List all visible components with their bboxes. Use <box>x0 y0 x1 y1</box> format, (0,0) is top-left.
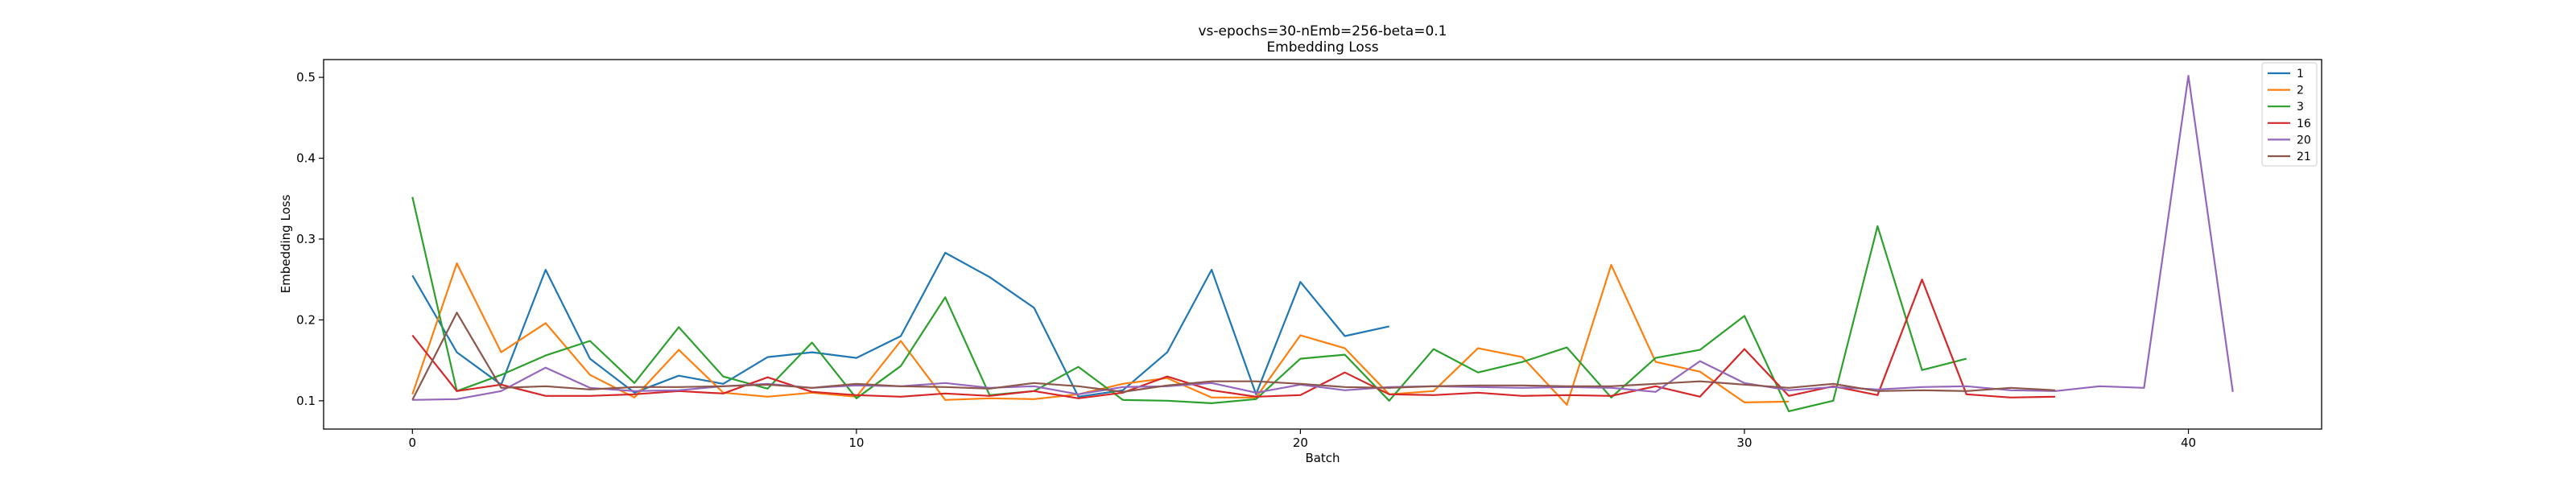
chart-subtitle: Embedding Loss <box>1266 39 1378 56</box>
chart-title: vs-epochs=30-nEmb=256-beta=0.1 <box>1199 23 1447 39</box>
legend-label: 2 <box>2297 85 2304 97</box>
legend-label: 20 <box>2297 134 2311 147</box>
legend-item-16: 16 <box>2268 118 2311 130</box>
x-axis-label: Batch <box>1305 451 1340 465</box>
axes-frame <box>323 59 2322 430</box>
legend-item-3: 3 <box>2268 101 2304 114</box>
legend-label: 1 <box>2297 68 2304 80</box>
legend-label: 16 <box>2297 118 2311 130</box>
y-axis-ticks: 0.1 0.2 0.3 0.4 0.5 <box>296 70 324 408</box>
series-group <box>411 74 2234 412</box>
y-tick-label: 0.5 <box>296 70 316 85</box>
x-tick-label: 40 <box>2181 436 2196 450</box>
legend-label: 21 <box>2297 151 2311 163</box>
y-tick-label: 0.1 <box>296 394 316 408</box>
y-axis-label: Embedding Loss <box>279 194 293 293</box>
legend-item-21: 21 <box>2268 151 2311 163</box>
legend-label: 3 <box>2297 101 2304 114</box>
legend: 1 2 3 16 20 21 <box>2261 62 2318 167</box>
y-tick-label: 0.2 <box>296 312 316 327</box>
legend-item-2: 2 <box>2268 85 2304 97</box>
x-tick-label: 10 <box>848 436 864 450</box>
x-tick-label: 30 <box>1736 436 1752 450</box>
y-tick-label: 0.3 <box>296 232 316 246</box>
x-axis-ticks: 0 10 20 30 40 <box>409 429 2196 450</box>
legend-item-1: 1 <box>2268 68 2304 80</box>
series-line-3 <box>411 196 1967 412</box>
x-tick-label: 0 <box>409 436 417 450</box>
series-line-21 <box>411 312 2056 401</box>
x-tick-label: 20 <box>1293 436 1308 450</box>
legend-item-20: 20 <box>2268 134 2311 147</box>
series-line-1 <box>411 251 1389 398</box>
plot-area: 0 10 20 30 40 0.1 0.2 0.3 0.4 0.5 <box>296 59 2322 450</box>
y-tick-label: 0.4 <box>296 151 316 166</box>
